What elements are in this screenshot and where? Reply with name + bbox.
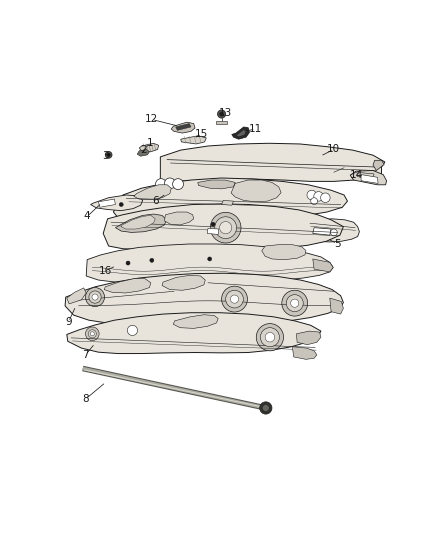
Circle shape	[313, 191, 322, 201]
Circle shape	[256, 324, 283, 351]
Circle shape	[219, 112, 223, 116]
Polygon shape	[67, 313, 320, 353]
Circle shape	[127, 325, 137, 335]
Circle shape	[219, 222, 231, 234]
Polygon shape	[67, 288, 86, 304]
Polygon shape	[329, 298, 343, 314]
Circle shape	[149, 259, 154, 262]
Text: 6: 6	[152, 196, 158, 206]
Polygon shape	[231, 127, 249, 139]
Circle shape	[225, 290, 243, 308]
Circle shape	[105, 151, 112, 158]
Circle shape	[260, 328, 279, 347]
Text: 8: 8	[82, 394, 88, 404]
Polygon shape	[235, 130, 246, 137]
Text: 2: 2	[141, 145, 147, 155]
Circle shape	[85, 287, 104, 306]
Text: 3: 3	[102, 151, 108, 161]
Circle shape	[211, 222, 215, 227]
Circle shape	[265, 333, 274, 342]
Polygon shape	[356, 173, 373, 178]
Circle shape	[262, 405, 268, 411]
Circle shape	[306, 190, 316, 200]
Circle shape	[310, 198, 317, 205]
Polygon shape	[230, 180, 280, 202]
Polygon shape	[216, 121, 226, 124]
Text: 15: 15	[195, 129, 208, 139]
Text: 14: 14	[349, 169, 362, 180]
Polygon shape	[302, 219, 359, 242]
Polygon shape	[175, 124, 191, 131]
Circle shape	[85, 327, 99, 341]
Polygon shape	[360, 175, 377, 183]
Circle shape	[207, 257, 211, 261]
Polygon shape	[292, 347, 316, 359]
Polygon shape	[162, 275, 205, 290]
Polygon shape	[65, 273, 343, 324]
Circle shape	[286, 295, 303, 312]
Polygon shape	[90, 195, 142, 211]
Circle shape	[90, 332, 94, 336]
Circle shape	[330, 229, 336, 236]
Circle shape	[230, 295, 238, 303]
Text: 5: 5	[333, 239, 340, 249]
Circle shape	[164, 178, 175, 189]
Circle shape	[92, 294, 98, 300]
Circle shape	[126, 261, 130, 265]
Polygon shape	[173, 315, 218, 328]
Polygon shape	[98, 199, 115, 207]
Polygon shape	[350, 171, 386, 185]
Polygon shape	[86, 244, 332, 282]
Polygon shape	[312, 228, 330, 235]
Polygon shape	[137, 149, 149, 156]
Polygon shape	[160, 143, 384, 181]
Text: 10: 10	[327, 144, 339, 155]
Polygon shape	[261, 245, 305, 260]
Circle shape	[162, 185, 169, 192]
Polygon shape	[372, 160, 383, 171]
Circle shape	[217, 110, 225, 118]
Polygon shape	[198, 180, 235, 189]
Polygon shape	[103, 204, 343, 249]
Text: 7: 7	[82, 350, 88, 360]
Polygon shape	[121, 215, 155, 229]
Text: 13: 13	[218, 108, 231, 118]
Circle shape	[88, 330, 96, 338]
Polygon shape	[312, 259, 332, 272]
Circle shape	[214, 217, 236, 239]
Polygon shape	[221, 200, 233, 205]
Polygon shape	[171, 122, 194, 133]
Polygon shape	[139, 143, 158, 152]
Polygon shape	[296, 331, 320, 345]
Polygon shape	[134, 185, 171, 200]
Circle shape	[88, 291, 101, 303]
Circle shape	[221, 286, 247, 312]
Circle shape	[281, 290, 307, 316]
Text: 1: 1	[146, 138, 153, 148]
Circle shape	[210, 212, 240, 243]
Circle shape	[172, 179, 183, 190]
Text: 4: 4	[84, 212, 90, 221]
Text: 12: 12	[145, 115, 158, 125]
Polygon shape	[115, 214, 166, 232]
Polygon shape	[113, 178, 347, 220]
Text: 11: 11	[248, 124, 261, 134]
Polygon shape	[180, 136, 206, 144]
Polygon shape	[207, 228, 219, 235]
Polygon shape	[164, 212, 193, 225]
Circle shape	[155, 179, 166, 190]
Circle shape	[290, 299, 298, 307]
Polygon shape	[104, 279, 151, 293]
Text: 16: 16	[99, 266, 112, 276]
Circle shape	[259, 402, 271, 414]
Text: 9: 9	[65, 317, 72, 327]
Circle shape	[320, 193, 329, 203]
Circle shape	[119, 203, 123, 207]
Circle shape	[107, 153, 110, 157]
